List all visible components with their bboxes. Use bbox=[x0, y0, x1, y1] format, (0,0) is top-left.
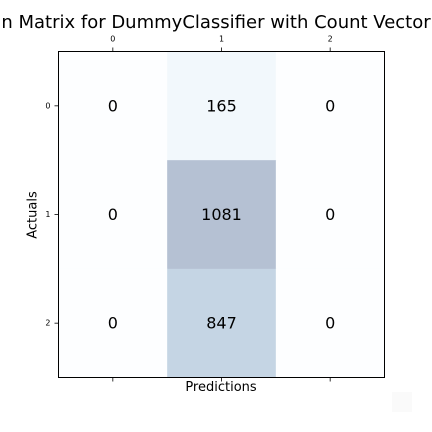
y-tick-label-0: 0 bbox=[45, 101, 50, 110]
cells-layer bbox=[58, 51, 385, 378]
matrix-cell-0-1 bbox=[167, 51, 277, 161]
matrix-cell-1-0 bbox=[58, 160, 168, 270]
x-tick-label-0: 0 bbox=[110, 35, 115, 44]
x-axis-label: Predictions bbox=[185, 380, 257, 395]
cell-value-2-1: 847 bbox=[206, 314, 237, 333]
cell-values-layer: 0 165 0 0 1081 0 0 847 0 bbox=[108, 96, 336, 332]
y-axis-label: Actuals bbox=[25, 191, 41, 239]
cell-value-1-1: 1081 bbox=[201, 205, 242, 224]
cell-value-0-0: 0 bbox=[108, 96, 118, 115]
cell-value-2-0: 0 bbox=[108, 314, 118, 333]
matrix-cell-0-0 bbox=[58, 51, 168, 161]
matrix-cell-0-2 bbox=[275, 51, 385, 161]
y-tick-label-2: 2 bbox=[45, 319, 50, 328]
y-ticks-layer: 0 1 2 bbox=[45, 101, 59, 328]
cell-value-0-1: 165 bbox=[206, 96, 237, 115]
y-tick-label-1: 1 bbox=[45, 210, 50, 219]
corner-artifact bbox=[392, 392, 412, 412]
cell-value-0-2: 0 bbox=[325, 96, 335, 115]
cell-value-2-2: 0 bbox=[325, 314, 335, 333]
matrix-cell-2-0 bbox=[58, 268, 168, 378]
cell-value-1-2: 0 bbox=[325, 205, 335, 224]
matrix-cell-2-1 bbox=[167, 268, 277, 378]
cell-value-1-0: 0 bbox=[108, 205, 118, 224]
matrix-cell-1-1 bbox=[167, 160, 277, 270]
matrix-cell-1-2 bbox=[275, 160, 385, 270]
matrix-cell-2-2 bbox=[275, 268, 385, 378]
x-tick-label-2: 2 bbox=[328, 35, 333, 44]
chart-title: n Matrix for DummyClassifier with Count … bbox=[1, 12, 431, 33]
x-ticks-layer: 0 1 2 bbox=[110, 35, 333, 382]
x-tick-label-1: 1 bbox=[219, 35, 224, 44]
